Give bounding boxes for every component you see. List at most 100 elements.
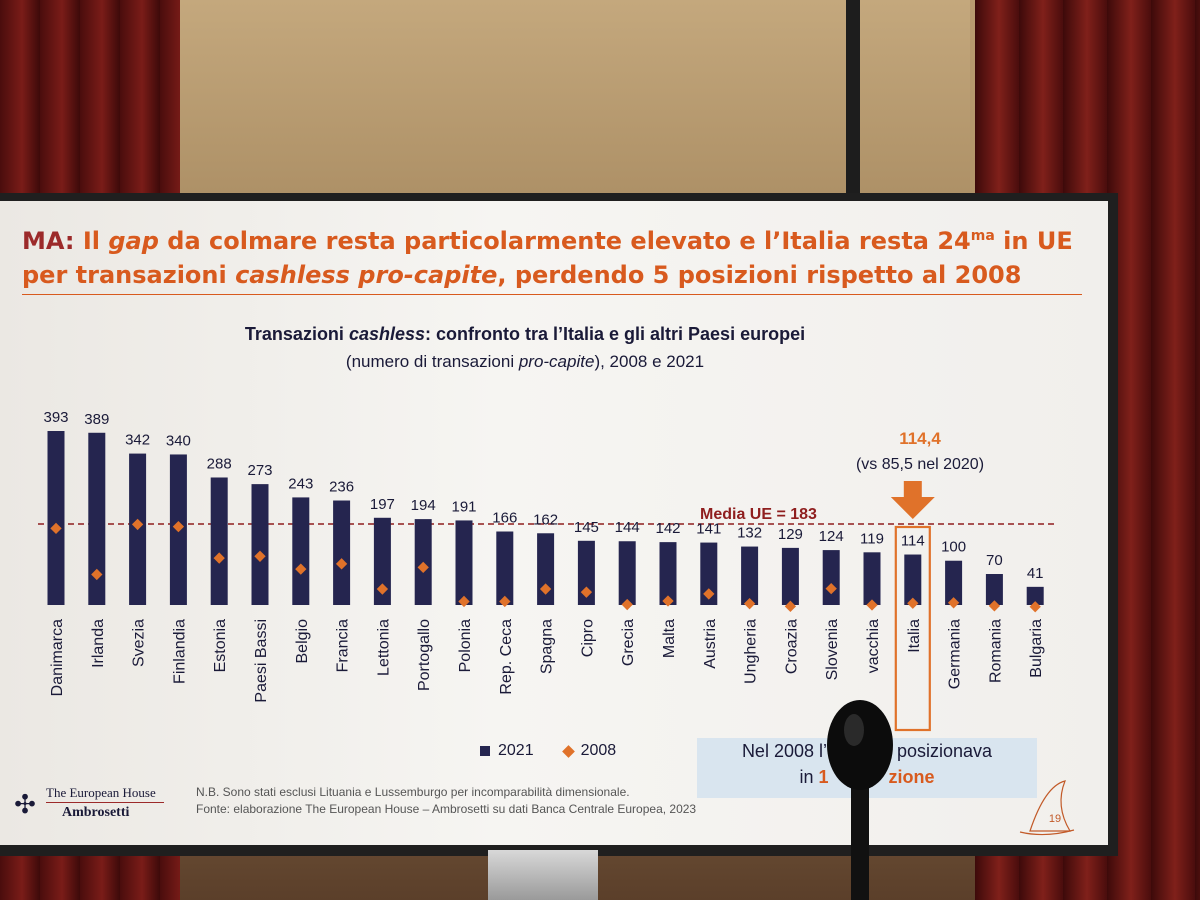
title-text: Il	[74, 227, 109, 255]
marker-2008	[866, 599, 878, 611]
marker-2008	[825, 582, 837, 595]
footnote-line-1: N.B. Sono stati esclusi Lituania e Lusse…	[196, 785, 630, 799]
bar-2021	[985, 574, 1003, 605]
category-label: Svezia	[131, 619, 148, 667]
category-label: Portogallo	[416, 619, 433, 691]
bar-value-label: 129	[778, 526, 803, 543]
bar-value-label: 273	[247, 462, 272, 479]
screen-stand-pole	[846, 0, 860, 215]
marker-2008	[417, 561, 429, 574]
title-superscript: ma	[970, 228, 995, 244]
chart-subtitle-text: (numero di transazioni	[345, 352, 519, 371]
category-label: vacchia	[865, 619, 882, 673]
bar-value-label: 124	[819, 528, 844, 545]
screen-stand-base	[488, 850, 598, 900]
category-label: Romania	[987, 619, 1004, 683]
callout-line-1: Nel 2008 l’ posizionava	[697, 738, 1037, 764]
chart-legend: 2021 2008	[480, 739, 616, 763]
category-label: Cipro	[579, 619, 596, 657]
bar-value-label: 389	[84, 411, 109, 428]
footnote: N.B. Sono stati esclusi Lituania e Lusse…	[196, 784, 716, 818]
bar-2021	[251, 484, 269, 605]
marker-2008	[213, 552, 225, 564]
marker-2008	[662, 595, 674, 607]
chart-subtitle: (numero di transazioni pro-capite), 2008…	[200, 352, 850, 372]
bar-value-label: 243	[288, 475, 313, 492]
marker-2008	[988, 600, 1001, 612]
bar-2021	[659, 542, 677, 605]
category-label: Danimarca	[49, 619, 66, 696]
bar-value-label: 236	[329, 479, 354, 496]
marker-2008	[172, 520, 185, 533]
category-label: Malta	[661, 619, 678, 658]
bar-2021	[210, 477, 228, 605]
bar-2021	[47, 431, 65, 605]
bar-value-label: 144	[615, 519, 640, 536]
category-label: Lettonia	[375, 619, 392, 676]
chart-title-text: : confronto tra l’Italia e gli altri Pae…	[425, 324, 806, 344]
chart-subtitle-text: ), 2008 e 2021	[594, 352, 705, 371]
bar-2021	[88, 432, 106, 605]
chart-title-text: Transazioni	[244, 324, 349, 344]
chart-title-emphasis: cashless	[348, 324, 425, 344]
bar-value-label: 142	[655, 520, 680, 537]
logo-mark-icon: ✣	[14, 790, 36, 820]
category-label: Belgio	[294, 619, 311, 664]
bar-value-label: 191	[451, 498, 476, 515]
marker-2008	[335, 558, 348, 570]
bar-value-label: 342	[125, 432, 150, 449]
marker-2008	[131, 518, 144, 531]
footnote-line-2: Fonte: elaborazione The European House –…	[196, 802, 697, 816]
marker-2008	[50, 522, 62, 535]
category-label: Bulgaria	[1028, 619, 1045, 678]
marker-2008	[947, 597, 960, 609]
callout-emphasis: zione	[888, 767, 935, 787]
page-number: 19	[1048, 813, 1062, 825]
category-label: Polonia	[457, 619, 474, 672]
bar-2021	[945, 560, 963, 605]
callout-text: posizionava	[897, 741, 993, 761]
title-text: da colmare resta particolarmente elevato…	[158, 227, 971, 255]
marker-2008	[703, 588, 715, 600]
bar-value-label: 70	[986, 552, 1003, 569]
category-label: Rep. Ceca	[498, 619, 515, 695]
display-screen: MA: Il gap da colmare resta particolarme…	[0, 193, 1118, 856]
callout-text: Nel 2008 l’	[741, 741, 827, 761]
legend-swatch-2021	[480, 746, 490, 756]
bar-value-label: 340	[166, 432, 191, 449]
bar-2021	[863, 552, 881, 605]
bar-2021	[741, 546, 759, 605]
callout-text: in	[799, 767, 814, 787]
chart-subtitle-emphasis: pro-capite	[518, 352, 595, 371]
category-label: Irlanda	[90, 619, 107, 668]
bar-2021	[333, 500, 351, 605]
bar-value-label: 41	[1027, 565, 1044, 582]
title-emphasis: cashless pro-capite	[235, 261, 498, 289]
marker-2008	[499, 595, 511, 608]
marker-2008	[580, 586, 593, 598]
microphone-icon	[827, 700, 893, 900]
bar-value-label: 145	[574, 519, 599, 536]
legend-label-2008: 2008	[580, 742, 617, 759]
logo-line-2: Ambrosetti	[62, 805, 130, 820]
callout-line-2: in 1 zione	[697, 764, 1037, 790]
wall-panel	[170, 0, 970, 200]
category-label: Germania	[947, 619, 964, 689]
bar-value-label: 114	[901, 533, 925, 550]
bar-2021	[700, 542, 718, 605]
bar-value-label: 393	[43, 409, 68, 426]
slide-title: MA: Il gap da colmare resta particolarme…	[22, 219, 1102, 292]
title-prefix: MA:	[22, 227, 75, 255]
marker-2008	[784, 600, 797, 612]
reference-line-label: Media UE = 183	[700, 506, 817, 523]
category-label: Finlandia	[171, 619, 188, 684]
category-label: Croazia	[783, 619, 800, 674]
bar-value-label: 100	[941, 539, 966, 556]
sail-ornament-icon	[1019, 780, 1075, 836]
category-label: Paesi Bassi	[253, 619, 270, 703]
legend-label-2021: 2021	[498, 742, 534, 759]
category-label: Francia	[335, 619, 352, 672]
category-label: Grecia	[620, 619, 637, 666]
bar-2021	[292, 497, 310, 605]
marker-2008	[539, 583, 552, 595]
